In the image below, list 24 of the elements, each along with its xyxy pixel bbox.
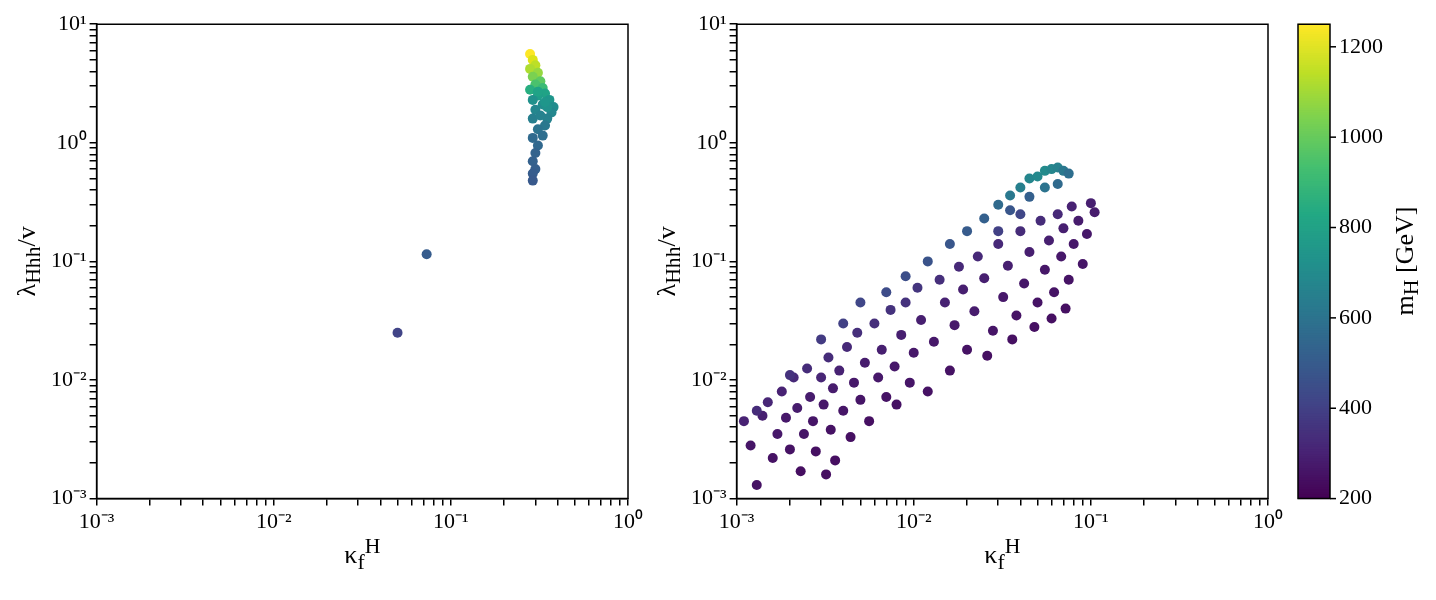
x-tick-label: 10⁻² [895,507,932,533]
color-bar-label: 1200 [1339,32,1383,58]
y-tick-label: 10⁻¹ [690,247,727,273]
y-tick-label: 10⁻³ [690,484,727,510]
x-tick-label: 10⁻³ [718,507,755,533]
color-bar-label: 1000 [1339,122,1383,148]
color-bar-label: 800 [1339,213,1372,239]
x-tick-label: 10⁰ [613,507,643,533]
x-tick-label: 10⁻³ [78,507,115,533]
color-bar-label: 400 [1339,394,1372,420]
y-tick-label: 10⁰ [696,128,727,154]
x-tick-label: 10⁻¹ [433,507,469,533]
y-tick-label: 10⁻² [50,365,87,391]
y-tick-label: 10⁰ [56,128,87,154]
color-bar-label: 200 [1339,484,1372,510]
y-tick-label: 10¹ [57,9,87,35]
y-tick-label: 10¹ [697,9,727,35]
y-tick-label: 10⁻¹ [50,247,87,273]
color-bar-label: 600 [1339,303,1372,329]
y-tick-label: 10⁻³ [50,484,87,510]
y-tick-label: 10⁻² [690,365,727,391]
x-tick-label: 10⁻¹ [1073,507,1109,533]
x-tick-label: 10⁰ [1253,507,1283,533]
x-tick-label: 10⁻² [255,507,292,533]
